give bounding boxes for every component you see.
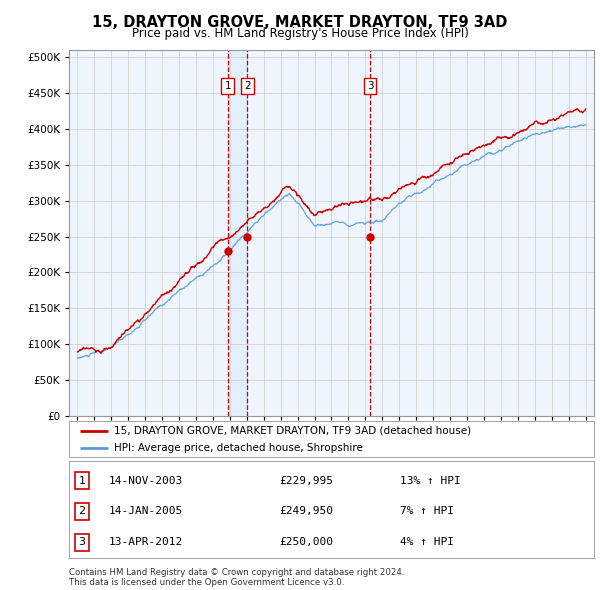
Text: 13-APR-2012: 13-APR-2012 — [109, 537, 182, 547]
Text: 14-JAN-2005: 14-JAN-2005 — [109, 506, 182, 516]
Text: £249,950: £249,950 — [279, 506, 333, 516]
Text: 2: 2 — [79, 506, 86, 516]
Text: 15, DRAYTON GROVE, MARKET DRAYTON, TF9 3AD (detached house): 15, DRAYTON GROVE, MARKET DRAYTON, TF9 3… — [113, 426, 471, 436]
Text: 13% ↑ HPI: 13% ↑ HPI — [400, 476, 461, 486]
Text: 3: 3 — [79, 537, 86, 547]
Text: Contains HM Land Registry data © Crown copyright and database right 2024.: Contains HM Land Registry data © Crown c… — [69, 568, 404, 576]
Text: £229,995: £229,995 — [279, 476, 333, 486]
Text: £250,000: £250,000 — [279, 537, 333, 547]
Text: 14-NOV-2003: 14-NOV-2003 — [109, 476, 182, 486]
Text: 15, DRAYTON GROVE, MARKET DRAYTON, TF9 3AD: 15, DRAYTON GROVE, MARKET DRAYTON, TF9 3… — [92, 15, 508, 30]
Text: 2: 2 — [244, 81, 251, 91]
Text: Price paid vs. HM Land Registry's House Price Index (HPI): Price paid vs. HM Land Registry's House … — [131, 27, 469, 40]
Text: 3: 3 — [367, 81, 373, 91]
Text: 1: 1 — [224, 81, 231, 91]
Text: This data is licensed under the Open Government Licence v3.0.: This data is licensed under the Open Gov… — [69, 578, 344, 587]
Bar — [227, 50, 247, 416]
Text: 4% ↑ HPI: 4% ↑ HPI — [400, 537, 454, 547]
Text: HPI: Average price, detached house, Shropshire: HPI: Average price, detached house, Shro… — [113, 443, 362, 453]
Text: 1: 1 — [79, 476, 86, 486]
Text: 7% ↑ HPI: 7% ↑ HPI — [400, 506, 454, 516]
